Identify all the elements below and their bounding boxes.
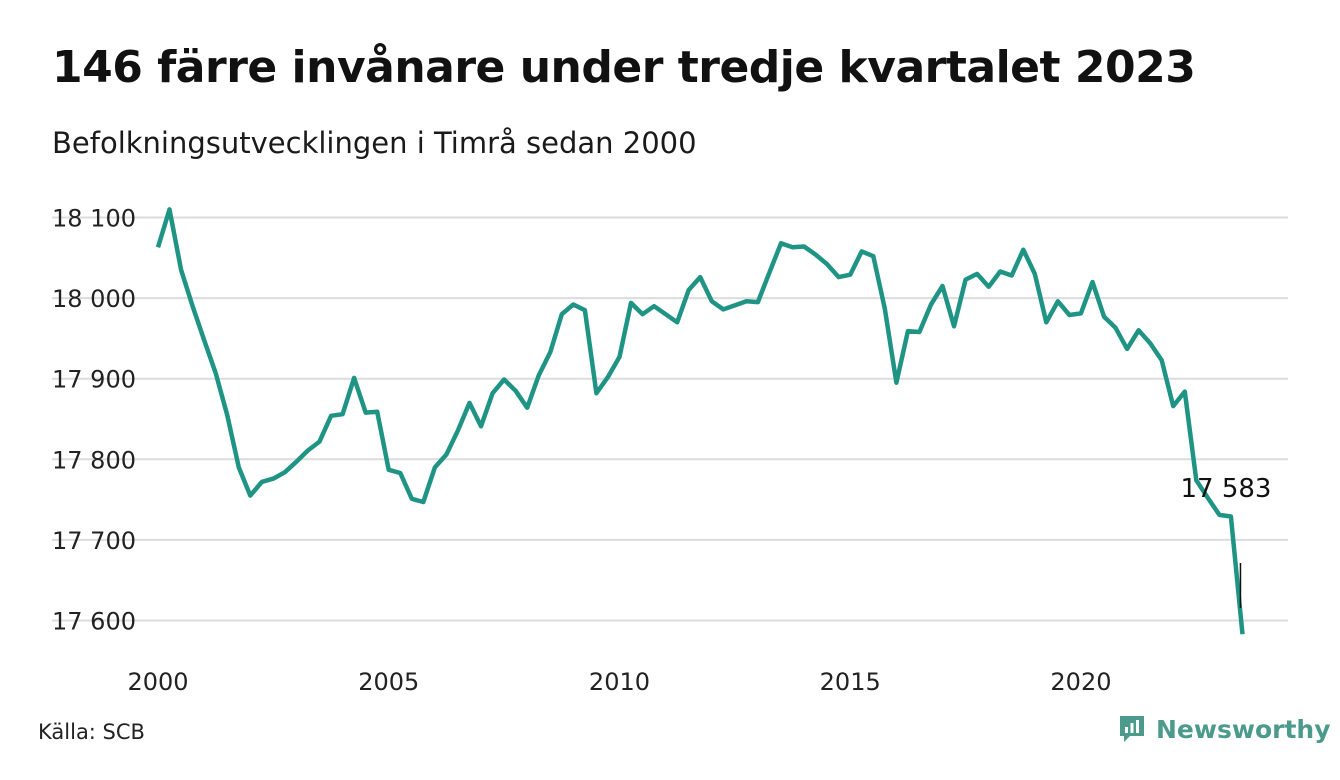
source-label: Källa: SCB <box>38 720 145 744</box>
x-tick-label: 2015 <box>820 668 881 696</box>
y-tick-label: 18 000 <box>52 285 136 313</box>
y-tick-label: 18 100 <box>52 205 136 233</box>
chart-subtitle: Befolkningsutvecklingen i Timrå sedan 20… <box>52 126 697 160</box>
brand-logo: Newsworthy <box>1118 714 1331 744</box>
y-tick-label: 17 800 <box>52 446 136 474</box>
y-axis-tick-labels: 17 600 17 700 17 800 17 900 18 000 18 100 <box>52 205 136 636</box>
x-tick-label: 2010 <box>589 668 650 696</box>
y-tick-label: 17 900 <box>52 366 136 394</box>
annotation-last-value: 17 583 <box>1181 474 1272 608</box>
grid-lines <box>52 216 1288 622</box>
x-tick-label: 2005 <box>358 668 419 696</box>
x-tick-label: 2020 <box>1050 668 1111 696</box>
newsworthy-logo-icon <box>1120 716 1144 742</box>
x-tick-label: 2000 <box>127 668 188 696</box>
brand-name: Newsworthy <box>1156 714 1331 744</box>
series-line-population <box>155 207 1245 635</box>
chart-title: 146 färre invånare under tredje kvartale… <box>52 42 1196 93</box>
x-axis-tick-labels: 2000 2005 2010 2015 2020 <box>127 668 1111 696</box>
annotation-label: 17 583 <box>1181 474 1272 504</box>
y-tick-label: 17 700 <box>52 527 136 555</box>
y-tick-label: 17 600 <box>52 608 136 636</box>
